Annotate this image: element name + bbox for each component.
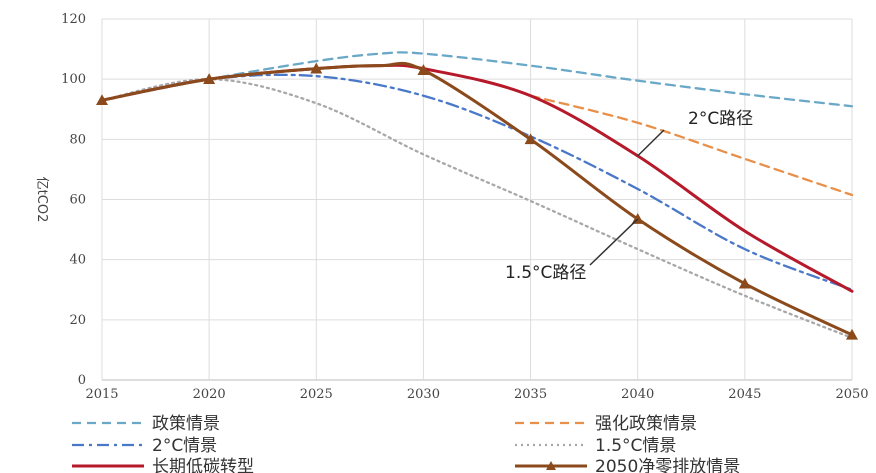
legend-label: 2°C情景 bbox=[152, 436, 217, 456]
series-marker bbox=[738, 277, 751, 289]
x-tick-label: 2015 bbox=[85, 387, 118, 402]
y-tick-label: 120 bbox=[61, 12, 86, 27]
series-marker bbox=[96, 94, 108, 106]
series-line-2 bbox=[100, 73, 854, 291]
series-marker bbox=[417, 64, 430, 75]
x-tick-label: 2035 bbox=[514, 387, 547, 402]
x-tick-label: 2025 bbox=[300, 387, 333, 402]
annotations: 2°C路径 1.5°C路径 bbox=[505, 109, 753, 283]
series-line-5 bbox=[100, 61, 854, 337]
series-lines bbox=[96, 51, 858, 340]
y-tick-label: 0 bbox=[78, 373, 86, 388]
series-marker bbox=[524, 133, 537, 145]
series-line-3 bbox=[100, 78, 854, 340]
x-tick-label: 2045 bbox=[728, 387, 761, 402]
legend-label: 强化政策情景 bbox=[595, 414, 697, 434]
y-tick-label: 40 bbox=[69, 253, 86, 268]
annotation-label: 1.5°C路径 bbox=[505, 263, 586, 283]
y-tick-label: 60 bbox=[69, 193, 86, 208]
y-tick-label: 80 bbox=[69, 132, 86, 147]
annotation-leader bbox=[637, 129, 665, 157]
legend-label: 长期低碳转型 bbox=[152, 457, 254, 473]
y-axis-label: 亿tCO2 bbox=[34, 177, 49, 223]
y-tick-label: 20 bbox=[69, 313, 86, 328]
series-line-1 bbox=[529, 94, 854, 197]
series-marker bbox=[310, 62, 323, 74]
legend-marker bbox=[546, 461, 556, 470]
x-tick-label: 2030 bbox=[407, 387, 440, 402]
x-tick-label: 2020 bbox=[193, 387, 226, 402]
annotation-label: 2°C路径 bbox=[688, 109, 753, 129]
x-tick-label: 2040 bbox=[621, 387, 654, 402]
annotation-leader bbox=[589, 218, 639, 266]
series-marker bbox=[203, 73, 216, 84]
x-tick-label: 2050 bbox=[835, 387, 868, 402]
y-tick-label: 100 bbox=[61, 72, 86, 87]
legend-label: 政策情景 bbox=[152, 414, 220, 434]
legend-label: 2050净零排放情景 bbox=[595, 457, 740, 473]
series-marker bbox=[846, 328, 858, 340]
gridlines bbox=[101, 18, 853, 381]
legend-label: 1.5°C情景 bbox=[595, 436, 676, 456]
